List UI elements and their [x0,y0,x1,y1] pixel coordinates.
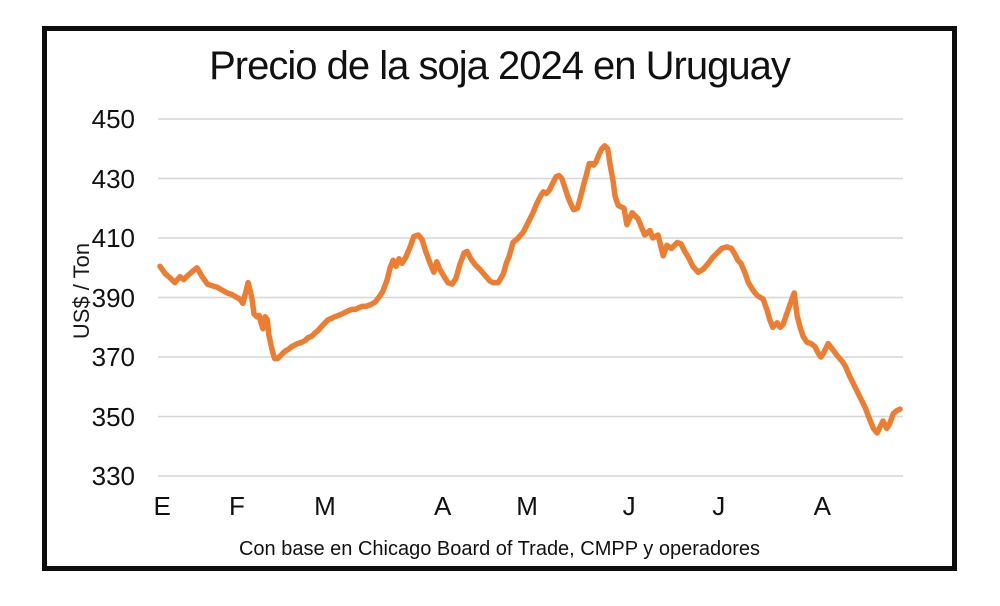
x-tick-label: M [516,491,538,521]
gridlines [158,118,903,477]
x-tick-label: A [813,491,831,521]
y-tick-label: 350 [91,401,135,432]
y-tick-label: 370 [91,342,135,372]
y-tick-label: 390 [91,282,135,313]
y-tick-label: 410 [91,223,135,253]
source-footnote: Con base en Chicago Board of Trade, CMPP… [238,538,761,560]
y-tick-label: 430 [91,163,135,194]
y-tick-label: 450 [91,104,135,134]
x-tick-label: J [622,491,636,521]
y-tick-label: 330 [91,461,135,491]
x-tick-label: F [229,491,245,521]
chart-title: Precio de la soja 2024 en Uruguay [209,44,791,88]
x-tick-label: J [712,491,726,521]
x-tick-label: A [434,491,452,521]
chart-frame [42,26,957,571]
x-tick-label: M [314,491,336,521]
price-line [157,143,903,436]
x-tick-label: E [153,491,171,521]
